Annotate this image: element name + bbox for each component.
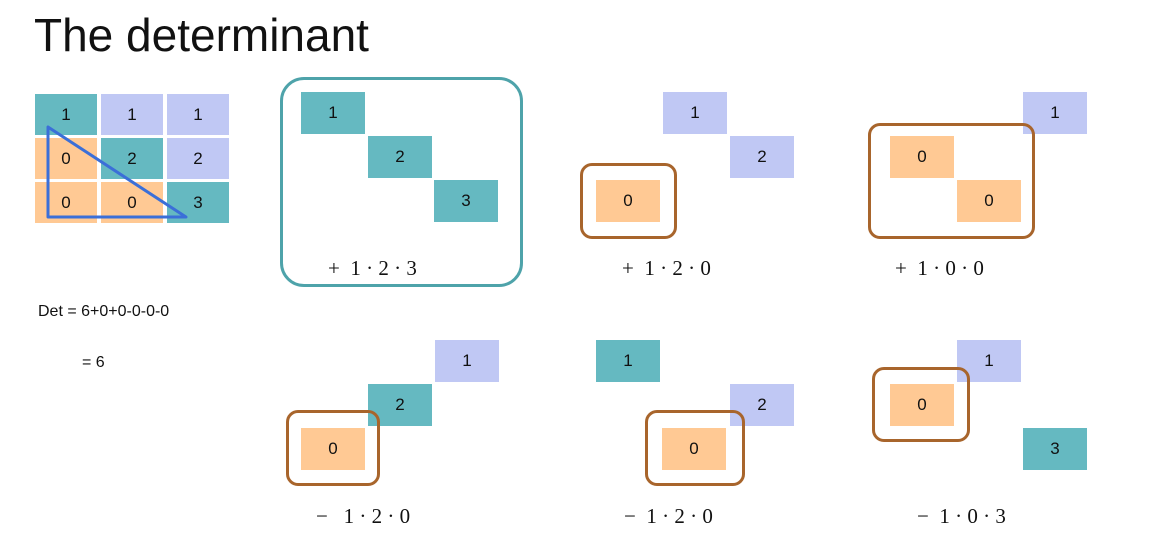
term-2-highlight-box <box>580 163 677 239</box>
term-3-cell-1: 1 <box>1023 92 1087 134</box>
term-2-cell-2: 2 <box>730 136 794 178</box>
term-4-cell-3: 0 <box>301 428 365 470</box>
term-5-highlight-box <box>645 410 745 486</box>
matrix-cell-r2c3: 2 <box>166 137 230 180</box>
lower-triangle-outline <box>46 125 188 219</box>
matrix-grid: 1 1 1 0 2 2 0 0 3 <box>34 93 234 225</box>
term-6-highlight-box <box>872 367 970 442</box>
term-2-formula: + 1 · 2 · 0 <box>622 256 711 280</box>
det-result: = 6 <box>82 354 105 371</box>
term-1-highlight-box <box>280 77 523 287</box>
term-6-cell-3: 3 <box>1023 428 1087 470</box>
matrix-cell-r1c2: 1 <box>100 93 164 136</box>
term-5-cell-1: 1 <box>596 340 660 382</box>
term-5-formula: − 1 · 2 · 0 <box>624 504 713 528</box>
term-3-formula: + 1 · 0 · 0 <box>895 256 984 280</box>
term-6-formula: − 1 · 0 · 3 <box>917 504 1006 528</box>
term-1-formula: + 1 · 2 · 3 <box>328 256 417 280</box>
term-4-cell-1: 1 <box>435 340 499 382</box>
term-3-cell-3: 0 <box>957 180 1021 222</box>
term-4-highlight-box <box>286 410 380 486</box>
term-3-highlight-box <box>868 123 1035 239</box>
term-2-cell-3: 0 <box>596 180 660 222</box>
term-3-cell-2: 0 <box>890 136 954 178</box>
matrix-cell-r1c3: 1 <box>166 93 230 136</box>
matrix-cell-r1c1: 1 <box>34 93 98 136</box>
term-1-cell-2: 2 <box>368 136 432 178</box>
term-4-formula: − 1 · 2 · 0 <box>316 504 411 528</box>
term-5-cell-3: 0 <box>662 428 726 470</box>
term-1-cell-1: 1 <box>301 92 365 134</box>
matrix-cell-r2c2: 2 <box>100 137 164 180</box>
term-6-cell-2: 0 <box>890 384 954 426</box>
det-formula: Det = 6+0+0-0-0-0 <box>38 303 170 320</box>
page-title: The determinant <box>34 9 369 61</box>
term-1-cell-3: 3 <box>434 180 498 222</box>
term-2-cell-1: 1 <box>663 92 727 134</box>
